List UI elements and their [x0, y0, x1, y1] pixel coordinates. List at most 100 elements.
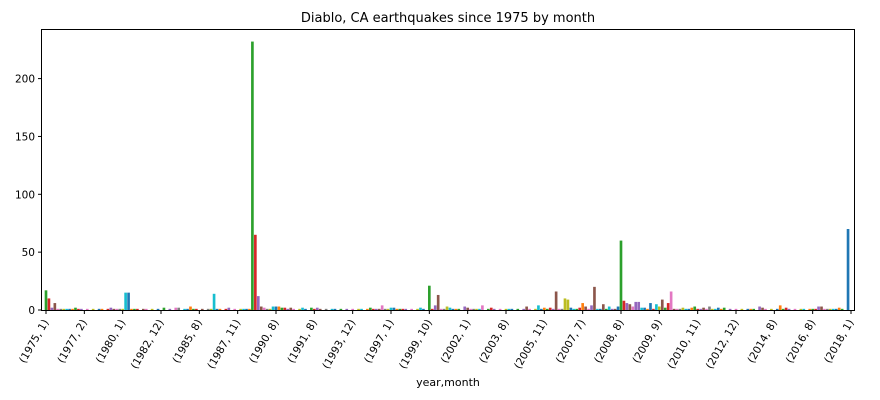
- bar: [233, 308, 237, 310]
- bars-group: [44, 41, 850, 310]
- bar: [719, 308, 723, 310]
- bar: [693, 306, 697, 310]
- bar: [448, 307, 452, 310]
- bar: [209, 308, 213, 310]
- bar: [141, 308, 145, 310]
- bar: [601, 304, 605, 310]
- x-tick-label: (2014, 8): [745, 318, 780, 366]
- x-tick-label: (1997, 1): [362, 318, 397, 366]
- bar: [259, 306, 263, 310]
- bar: [239, 308, 242, 310]
- x-axis-label: year,month: [416, 376, 480, 389]
- bar: [398, 308, 402, 310]
- bar: [504, 308, 508, 310]
- bar: [118, 308, 122, 310]
- bar: [486, 308, 490, 310]
- bar: [186, 308, 189, 310]
- bar: [177, 307, 181, 310]
- bar: [569, 307, 573, 310]
- bar: [121, 308, 124, 310]
- bar: [829, 308, 832, 310]
- bar: [168, 308, 172, 310]
- bar: [660, 299, 664, 310]
- bar: [289, 307, 293, 310]
- bar: [749, 308, 753, 310]
- bar: [593, 286, 596, 310]
- bar: [200, 308, 204, 310]
- bar: [516, 308, 520, 310]
- bar: [537, 305, 540, 310]
- bar: [528, 308, 531, 310]
- plot-frame: [41, 29, 855, 311]
- bar: [619, 240, 623, 310]
- bar: [740, 308, 744, 310]
- bar: [59, 308, 63, 310]
- bar: [793, 308, 797, 310]
- bar: [445, 306, 449, 310]
- bar: [489, 307, 493, 310]
- bar: [787, 308, 791, 310]
- bar: [775, 308, 779, 310]
- bar: [610, 308, 614, 310]
- bar: [144, 308, 148, 310]
- bar: [672, 308, 676, 310]
- bar: [846, 229, 850, 310]
- bar: [758, 306, 761, 310]
- bar: [837, 307, 841, 310]
- bar: [522, 308, 526, 310]
- bar: [581, 303, 584, 310]
- bar: [543, 307, 546, 310]
- bar: [840, 308, 844, 310]
- x-tick-label: (2010, 11): [665, 318, 703, 372]
- bar: [80, 308, 83, 310]
- bar: [681, 307, 685, 310]
- bar: [286, 308, 290, 310]
- bar: [374, 308, 378, 310]
- bar: [784, 307, 788, 310]
- bar: [436, 294, 440, 310]
- bar: [109, 307, 113, 310]
- bar: [133, 308, 136, 310]
- bar: [778, 305, 782, 310]
- bar: [663, 307, 667, 310]
- bar: [401, 308, 405, 310]
- bar: [254, 234, 257, 310]
- bar: [339, 308, 343, 310]
- bar: [318, 308, 322, 310]
- bar: [625, 303, 629, 310]
- bar: [136, 308, 139, 310]
- bar: [100, 308, 104, 310]
- bar: [510, 308, 514, 310]
- bar: [439, 308, 443, 310]
- bar: [705, 308, 708, 310]
- bar: [298, 308, 301, 310]
- bar: [371, 308, 375, 310]
- bar: [44, 290, 48, 310]
- bar: [248, 308, 251, 310]
- bar: [802, 308, 806, 310]
- y-axis: 0 50 100 150 200: [15, 74, 42, 317]
- bar: [274, 306, 278, 310]
- y-tick-label: 100: [15, 189, 35, 201]
- bar: [91, 308, 95, 310]
- bar: [604, 308, 608, 310]
- bar: [607, 306, 611, 310]
- bar: [613, 308, 617, 310]
- bar: [130, 308, 133, 310]
- bar: [823, 308, 826, 310]
- bar: [277, 306, 281, 310]
- bar: [834, 308, 838, 310]
- bar: [212, 293, 216, 310]
- bar: [649, 303, 652, 310]
- bar: [534, 308, 537, 310]
- bar: [545, 308, 549, 310]
- bar: [310, 307, 313, 310]
- bar: [156, 308, 160, 310]
- bar: [97, 308, 101, 310]
- bar: [377, 308, 381, 310]
- bar: [820, 306, 823, 310]
- bar: [811, 308, 814, 310]
- bar: [430, 308, 434, 310]
- bar: [265, 308, 269, 310]
- bar: [764, 308, 767, 310]
